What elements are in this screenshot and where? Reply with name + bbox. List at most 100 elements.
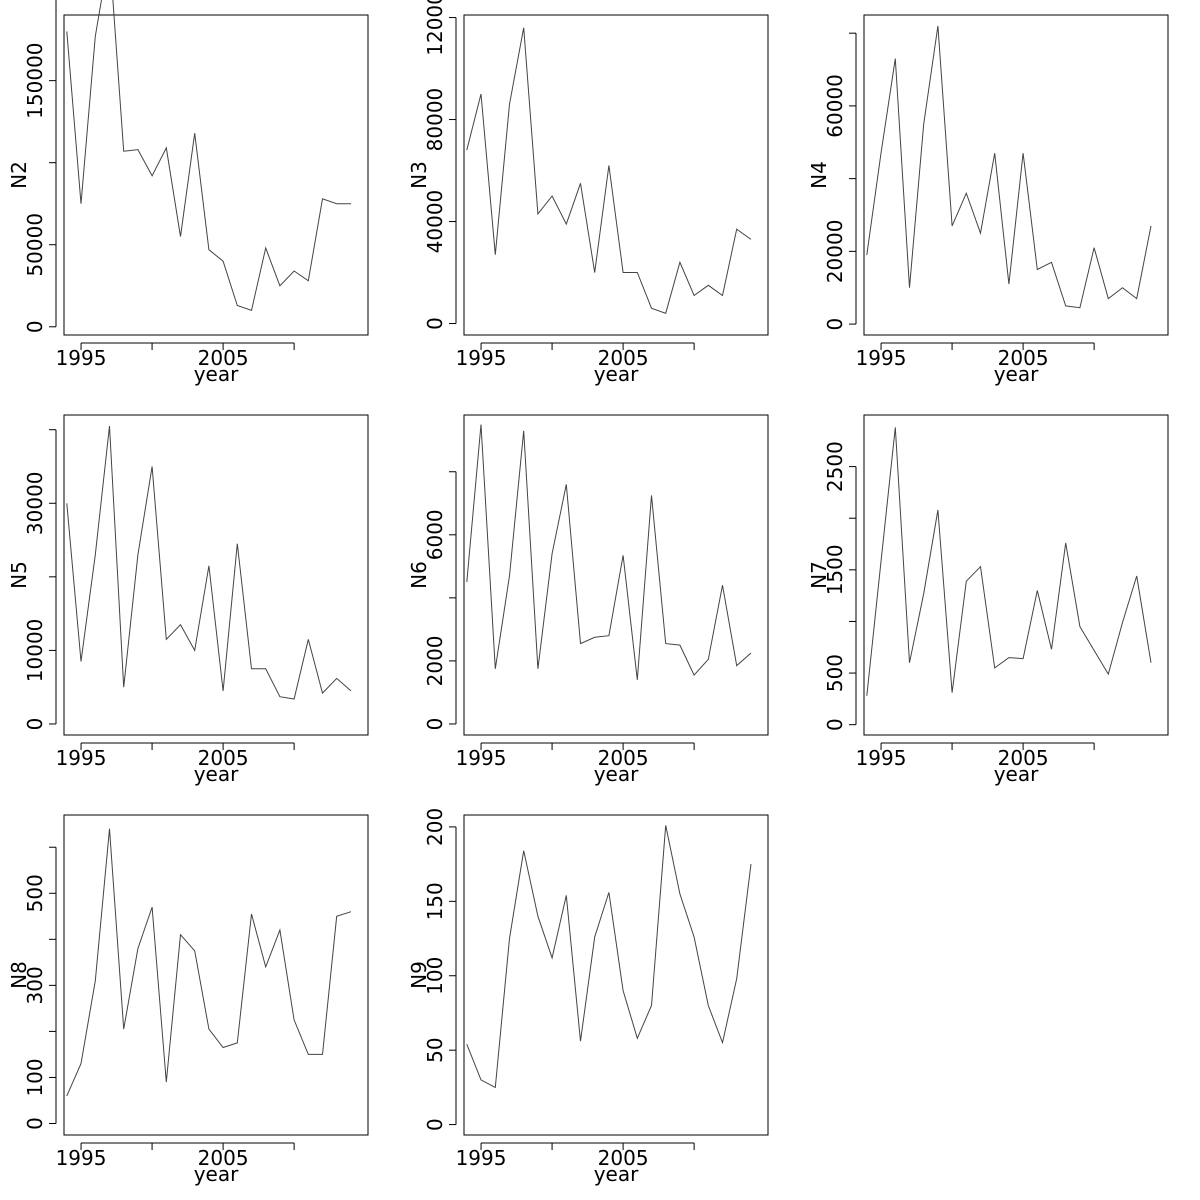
x-tick-label: 2005 xyxy=(998,346,1049,370)
series-line xyxy=(466,825,752,1089)
x-axis-label: year xyxy=(594,362,639,386)
x-tick-label: 1995 xyxy=(456,1146,507,1170)
x-axis-label: year xyxy=(594,762,639,786)
x-axis-label: year xyxy=(194,762,239,786)
y-axis-label: N5 xyxy=(7,561,31,589)
x-tick-label: 2005 xyxy=(598,746,649,770)
x-axis-label: year xyxy=(994,762,1039,786)
y-tick-label: 0 xyxy=(23,718,47,731)
y-axis-label: N8 xyxy=(7,961,31,989)
y-tick-label: 120000 xyxy=(423,0,447,56)
y-tick-label: 500 xyxy=(823,654,847,692)
y-tick-label: 80000 xyxy=(423,88,447,152)
y-tick-label: 60000 xyxy=(823,74,847,138)
series-line xyxy=(466,424,752,680)
x-axis: 1995 2005 xyxy=(856,742,1095,770)
y-tick-label: 30000 xyxy=(23,471,47,535)
y-axis-label: N9 xyxy=(407,961,431,989)
plot-frame xyxy=(463,814,769,1136)
x-tick-label: 2005 xyxy=(998,746,1049,770)
series-line xyxy=(66,425,352,700)
y-tick-label: 100 xyxy=(423,957,447,995)
y-axis: 0 2000 6000 xyxy=(423,471,457,731)
y-tick-label: 0 xyxy=(823,318,847,331)
y-tick-label: 0 xyxy=(423,718,447,731)
y-axis-label: N6 xyxy=(407,561,431,589)
plot-frame xyxy=(463,14,769,336)
y-tick-label: 150 xyxy=(423,882,447,920)
series-line xyxy=(466,27,752,314)
x-axis: 1995 2005 xyxy=(456,342,695,370)
x-tick-label: 1995 xyxy=(56,1146,107,1170)
x-tick-label: 2005 xyxy=(598,346,649,370)
x-tick-label: 2005 xyxy=(598,1146,649,1170)
y-axis: 0 20000 60000 xyxy=(823,32,857,331)
y-axis-label: N3 xyxy=(407,161,431,189)
x-tick-label: 1995 xyxy=(56,346,107,370)
plot-frame xyxy=(863,414,1169,736)
y-tick-label: 20000 xyxy=(823,220,847,284)
x-axis: 1995 2005 xyxy=(456,1142,695,1170)
x-tick-label: 1995 xyxy=(456,346,507,370)
y-axis: 0 100 300 500 xyxy=(23,846,57,1130)
y-tick-label: 50000 xyxy=(23,213,47,277)
y-axis: 0 50 100 150 200 xyxy=(423,808,457,1131)
x-axis-label: year xyxy=(194,362,239,386)
series-line xyxy=(866,427,1152,696)
y-tick-label: 0 xyxy=(23,320,47,333)
y-tick-label: 2500 xyxy=(823,441,847,492)
x-tick-label: 2005 xyxy=(198,346,249,370)
plot-frame xyxy=(63,14,369,336)
y-axis: 0 500 1500 2500 xyxy=(823,441,857,731)
x-axis-label: year xyxy=(594,1162,639,1186)
y-tick-label: 0 xyxy=(823,718,847,731)
y-tick-label: 0 xyxy=(423,1118,447,1131)
series-line xyxy=(866,25,1152,309)
x-axis: 1995 2005 xyxy=(856,342,1095,370)
y-axis: 0 50000 150000 xyxy=(23,0,57,333)
series-line xyxy=(66,0,351,312)
y-axis: 0 10000 30000 xyxy=(23,429,57,731)
y-tick-label: 10000 xyxy=(23,619,47,683)
x-axis-label: year xyxy=(194,1162,239,1186)
y-tick-label: 0 xyxy=(423,317,447,330)
y-tick-label: 150000 xyxy=(23,42,47,118)
y-tick-label: 2000 xyxy=(423,635,447,686)
x-axis: 1995 2005 xyxy=(56,342,295,370)
plot-frame xyxy=(463,414,769,736)
y-tick-label: 1500 xyxy=(823,544,847,595)
series-line xyxy=(66,828,352,1097)
y-axis: 0 40000 80000 120000 xyxy=(423,0,457,330)
y-tick-label: 200 xyxy=(423,808,447,846)
x-tick-label: 1995 xyxy=(456,746,507,770)
plot-frame xyxy=(63,414,369,736)
y-axis-label: N4 xyxy=(807,161,831,189)
y-axis-label: N2 xyxy=(7,161,31,189)
y-tick-label: 300 xyxy=(23,966,47,1004)
y-tick-label: 6000 xyxy=(423,509,447,560)
x-tick-label: 1995 xyxy=(856,746,907,770)
y-tick-label: 50 xyxy=(423,1037,447,1062)
x-axis: 1995 2005 xyxy=(56,1142,295,1170)
x-axis: 1995 2005 xyxy=(456,742,695,770)
y-tick-label: 40000 xyxy=(423,190,447,254)
y-axis-label: N7 xyxy=(807,561,831,589)
x-axis-label: year xyxy=(994,362,1039,386)
y-tick-label: 500 xyxy=(23,874,47,912)
y-tick-label: 0 xyxy=(23,1117,47,1130)
x-tick-label: 1995 xyxy=(856,346,907,370)
plot-frame xyxy=(63,814,369,1136)
x-tick-label: 2005 xyxy=(198,746,249,770)
x-tick-label: 2005 xyxy=(198,1146,249,1170)
x-axis: 1995 2005 xyxy=(56,742,295,770)
y-tick-label: 100 xyxy=(23,1058,47,1096)
